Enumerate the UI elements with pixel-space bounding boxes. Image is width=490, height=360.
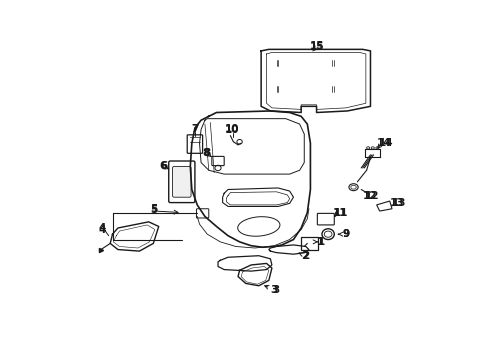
Text: 8: 8 xyxy=(202,148,209,158)
Text: 4: 4 xyxy=(99,225,106,235)
Text: 13: 13 xyxy=(392,198,406,208)
Text: 13: 13 xyxy=(390,198,405,208)
Text: 7: 7 xyxy=(191,125,198,134)
Text: 9: 9 xyxy=(343,229,349,239)
Text: 3: 3 xyxy=(272,285,279,295)
Text: 6: 6 xyxy=(160,161,167,171)
Text: 12: 12 xyxy=(363,191,378,201)
Text: 7: 7 xyxy=(191,125,198,134)
Text: 14: 14 xyxy=(377,138,392,148)
Text: 5: 5 xyxy=(150,204,157,214)
Text: 11: 11 xyxy=(332,208,347,217)
Text: 12: 12 xyxy=(365,191,379,201)
Text: 10: 10 xyxy=(224,125,239,135)
Text: 6: 6 xyxy=(161,161,168,171)
Text: 14: 14 xyxy=(379,138,393,148)
Text: 1: 1 xyxy=(317,237,324,247)
FancyBboxPatch shape xyxy=(172,166,191,197)
Ellipse shape xyxy=(376,147,379,149)
Text: 3: 3 xyxy=(270,285,278,294)
Text: 2: 2 xyxy=(302,251,309,261)
Text: 2: 2 xyxy=(301,251,308,261)
Text: 15: 15 xyxy=(309,42,324,52)
Text: 1: 1 xyxy=(318,237,325,247)
Text: 10: 10 xyxy=(224,125,239,134)
Text: 15: 15 xyxy=(309,41,324,51)
Text: 4: 4 xyxy=(99,223,106,233)
Text: 9: 9 xyxy=(343,229,349,239)
Ellipse shape xyxy=(367,147,370,149)
Text: 8: 8 xyxy=(204,148,211,158)
Text: 5: 5 xyxy=(150,204,157,215)
Text: 11: 11 xyxy=(334,208,348,217)
Ellipse shape xyxy=(371,147,374,149)
